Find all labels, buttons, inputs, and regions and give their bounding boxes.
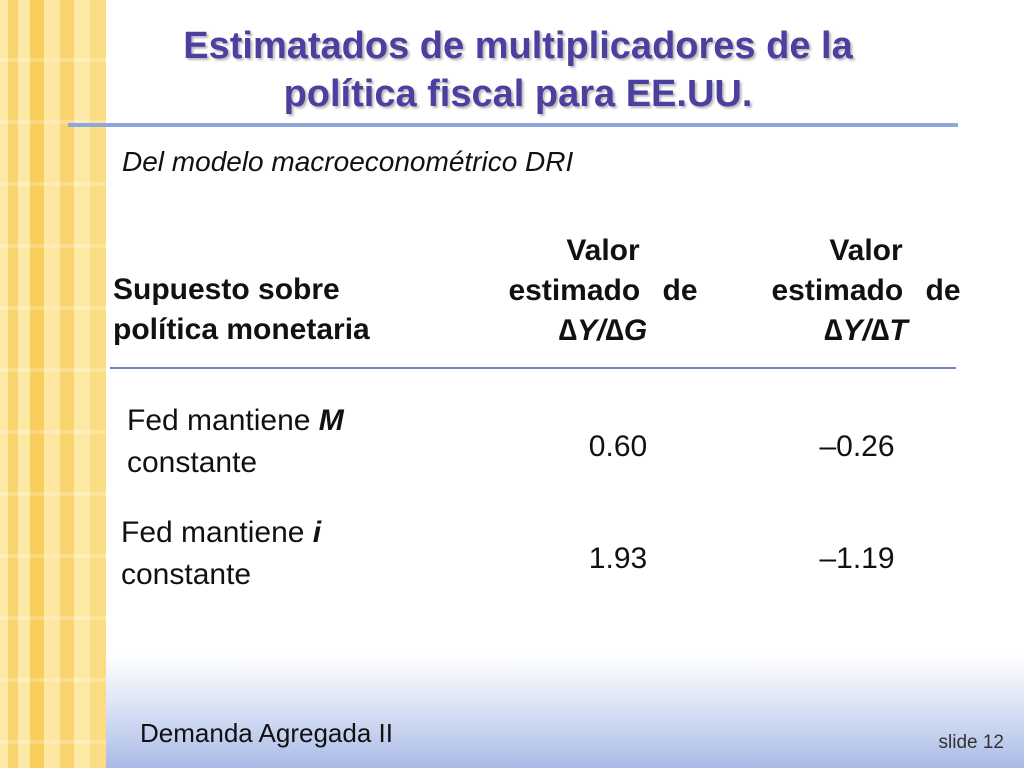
slide-title-line-2: política fiscal para EE.UU. xyxy=(283,73,753,115)
row-value-t: –1.19 xyxy=(819,542,895,575)
header-assumption-line-1: Supuesto sobre xyxy=(113,273,340,306)
header-t-ratio: ∆Y/∆T xyxy=(824,314,908,347)
table-header-divider xyxy=(110,367,956,369)
header-multiplier-t: Valor estimado de ∆Y/∆T xyxy=(737,231,995,351)
row-label-prefix: Fed mantiene xyxy=(127,404,319,437)
header-g-line-1: Valor xyxy=(566,234,640,267)
header-g-ratio: ∆Y/∆G xyxy=(558,314,648,347)
row-label: Fed mantiene i constante xyxy=(121,512,441,596)
side-decoration-band xyxy=(0,0,106,768)
row-value-g: 0.60 xyxy=(588,430,648,463)
slide-number: slide 12 xyxy=(938,732,1005,753)
row-label: Fed mantiene M constante xyxy=(127,400,447,484)
row-label-suffix: constante xyxy=(127,446,258,479)
header-assumption: Supuesto sobre política monetaria xyxy=(113,270,473,350)
row-value-t: –0.26 xyxy=(819,430,895,463)
slide-title: Estimatados de multiplicadores de la pol… xyxy=(108,22,928,118)
header-t-line-1: Valor xyxy=(829,234,903,267)
row-label-suffix: constante xyxy=(121,558,252,591)
header-g-line-2: estimado de xyxy=(508,274,698,307)
footer-title: Demanda Agregada II xyxy=(140,718,393,748)
header-multiplier-g: Valor estimado de ∆Y/∆G xyxy=(474,231,732,351)
row-value-g: 1.93 xyxy=(588,542,648,575)
slide-subtitle: Del modelo macroeconométrico DRI xyxy=(122,146,574,177)
row-label-variable: i xyxy=(312,516,322,549)
row-label-variable: M xyxy=(318,404,344,437)
row-label-prefix: Fed mantiene xyxy=(121,516,313,549)
slide-title-line-1: Estimatados de multiplicadores de la xyxy=(183,25,853,67)
title-divider xyxy=(68,123,958,127)
header-t-line-2: estimado de xyxy=(771,274,961,307)
header-assumption-line-2: política monetaria xyxy=(113,313,370,346)
bottom-decoration-band xyxy=(106,655,1024,768)
